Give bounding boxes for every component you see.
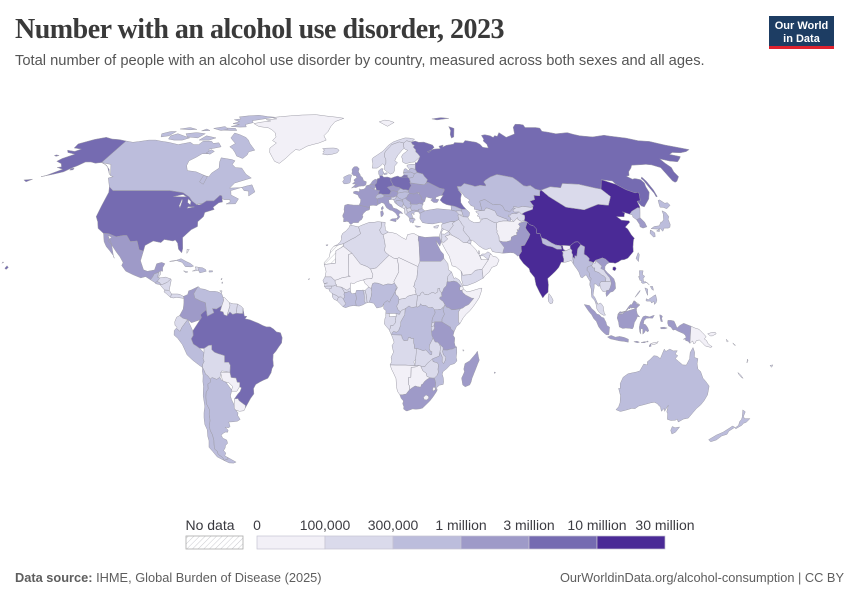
- svg-text:10 million: 10 million: [567, 517, 626, 533]
- svg-text:300,000: 300,000: [368, 517, 419, 533]
- svg-text:No data: No data: [185, 517, 234, 533]
- svg-text:1 million: 1 million: [435, 517, 486, 533]
- svg-text:3 million: 3 million: [503, 517, 554, 533]
- svg-text:100,000: 100,000: [300, 517, 351, 533]
- svg-text:0: 0: [253, 517, 261, 533]
- svg-text:30 million: 30 million: [635, 517, 694, 533]
